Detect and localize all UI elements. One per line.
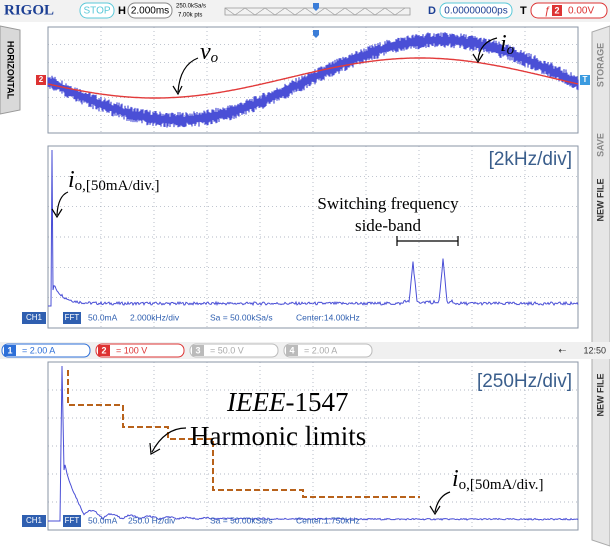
channel-setting: = 2.00 A <box>22 345 55 355</box>
channel-setting: = 2.00 A <box>304 345 337 355</box>
right-tab-strip <box>592 26 610 546</box>
fft-label: FFT <box>65 313 80 322</box>
scale-label: [2kHz/div] <box>489 149 572 170</box>
standard: IEEE <box>226 387 286 417</box>
io-main: i <box>68 167 75 193</box>
page: body { margin: 0; width: 610px; height: … <box>0 0 610 550</box>
h-label: H <box>118 5 126 17</box>
fft-info: Sa = 50.00kSa/s <box>210 515 273 525</box>
channel-setting: = 100 V <box>116 345 147 355</box>
io-sub: o,[50mA/div.] <box>459 477 544 493</box>
ch-label: CH1 <box>26 313 43 322</box>
clock: 12:50 <box>583 345 606 355</box>
fft-info: Sa = 50.00kSa/s <box>210 312 273 322</box>
trig-level: 0.00V <box>568 6 594 17</box>
d-label: D <box>428 5 436 17</box>
io-sub: o,[50mA/div.] <box>75 178 160 194</box>
channel-num: 2 <box>101 345 106 355</box>
points: 7.00k pts <box>178 13 202 19</box>
vo-main: v <box>200 39 211 65</box>
fft-info: 2.000kHz/div <box>130 312 180 322</box>
scope-screen: RIGOL STOP H 2.000ms 250.0kSa/s 7.00k pt… <box>0 0 610 550</box>
trig-marker: T <box>583 75 588 84</box>
fft-info: 50.0mA <box>88 515 118 525</box>
channel-num: 3 <box>195 345 200 355</box>
fft-info: Center:1.750kHz <box>296 515 360 525</box>
trigger-edge: ƒ <box>544 5 550 17</box>
left-tab-label: HORIZONTAL <box>6 41 16 100</box>
trig-channel: 2 <box>554 5 559 15</box>
fft-label: FFT <box>65 516 80 525</box>
usb-icon: ⇠ <box>558 345 566 355</box>
timebase: 2.000ms <box>131 6 169 17</box>
scale-label: [250Hz/div] <box>477 371 572 392</box>
body: {"top_bar": {"brand": "RIGOL", "status":… <box>0 0 610 550</box>
right-tab-4[interactable]: NEW FILE <box>595 374 605 417</box>
io-main: i <box>500 31 507 57</box>
brand: RIGOL <box>4 2 54 18</box>
note-line-2: side-band <box>355 216 422 235</box>
right-tab-3[interactable]: NEW FILE <box>595 179 605 222</box>
channel-num: 1 <box>7 345 12 355</box>
ch2-marker: 2 <box>39 75 44 84</box>
status: STOP <box>83 6 110 17</box>
vo-sub: o <box>211 50 219 66</box>
io-main: i <box>452 466 459 492</box>
fft-info: 250.0 Hz/div <box>128 515 176 525</box>
right-tab-2[interactable]: SAVE <box>595 133 605 157</box>
right-tab-1[interactable]: STORAGE <box>595 43 605 87</box>
standard-num: -1547 <box>285 387 348 417</box>
fft-info: Center:14.00kHz <box>296 312 360 322</box>
limits-label: Harmonic limits <box>190 421 366 451</box>
fft-info: 50.0mA <box>88 312 118 322</box>
sample-rate: 250.0kSa/s <box>176 4 206 10</box>
t-label: T <box>520 5 527 17</box>
delay: 0.00000000ps <box>444 6 507 17</box>
ch-label: CH1 <box>26 516 43 525</box>
channel-setting: = 50.0 V <box>210 345 244 355</box>
note-line-1: Switching frequency <box>317 194 459 213</box>
standard-label: IEEE-1547 <box>226 387 348 417</box>
channel-num: 4 <box>289 345 294 355</box>
io-sub: o <box>507 42 515 58</box>
